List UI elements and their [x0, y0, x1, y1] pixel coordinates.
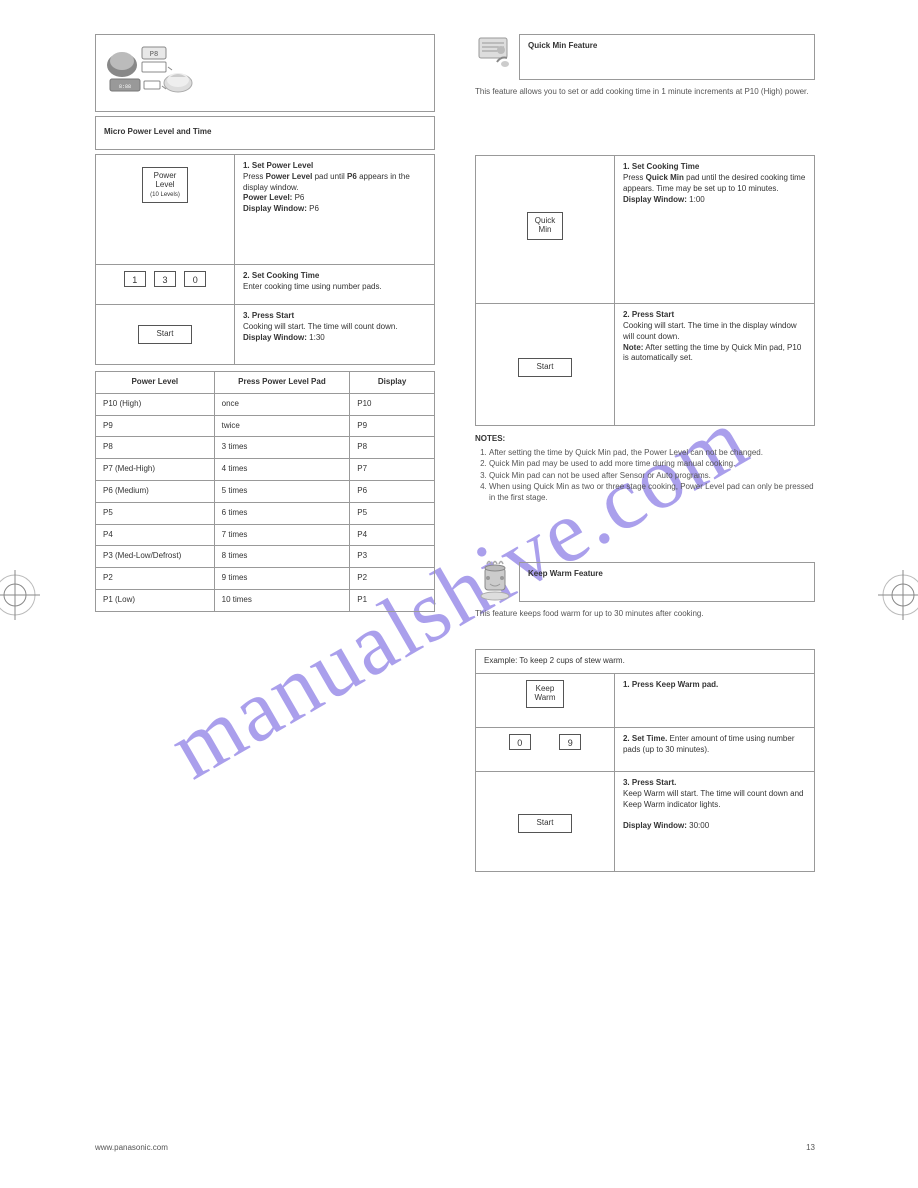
digit-9-button[interactable]: 9 — [559, 734, 581, 750]
table-row: Start 3. Press StartCooking will start. … — [96, 305, 435, 365]
keep-warm-button[interactable]: KeepWarm — [526, 680, 563, 708]
table-row: P29 timesP2 — [96, 568, 435, 590]
power-level-button[interactable]: PowerLevel(10 Levels) — [142, 167, 188, 203]
quick-min-notes: After setting the time by Quick Min pad,… — [475, 447, 815, 503]
table-row: Start 2. Press StartCooking will start. … — [476, 304, 815, 426]
step-1-text: 1. Set Power LevelPress Power Level pad … — [234, 155, 434, 265]
micro-power-title — [200, 39, 204, 54]
table-row: PowerLevel(10 Levels) 1. Set Power Level… — [96, 155, 435, 265]
page-footer: www.panasonic.com 13 — [95, 1143, 815, 1152]
quick-min-steps-table: QuickMin 1. Set Cooking TimePress Quick … — [475, 155, 815, 426]
svg-text:8:88: 8:88 — [119, 84, 131, 90]
start-button-kw[interactable]: Start — [518, 814, 573, 833]
table-row: P83 timesP8 — [96, 437, 435, 459]
digit-3-button[interactable]: 3 — [154, 271, 176, 287]
th-press: Press Power Level Pad — [214, 372, 350, 394]
start-button-qm[interactable]: Start — [518, 358, 573, 377]
footer-url: www.panasonic.com — [95, 1143, 168, 1152]
table-row: P1 (Low)10 timesP1 — [96, 589, 435, 611]
table-row: P7 (Med-High)4 timesP7 — [96, 459, 435, 481]
micro-power-title-text: Micro Power Level and Time — [104, 127, 211, 136]
step-2-text: 2. Set Cooking TimeEnter cooking time us… — [234, 265, 434, 305]
registration-mark-left — [0, 570, 40, 620]
table-row: Start 3. Press Start.Keep Warm will star… — [476, 772, 815, 872]
keepwarm-step1-text: 1. Press Keep Warm pad. — [614, 674, 814, 728]
quick-min-button[interactable]: QuickMin — [527, 212, 563, 240]
table-row: P3 (Med-Low/Defrost)8 timesP3 — [96, 546, 435, 568]
list-item: Quick Min pad may be used to add more ti… — [489, 458, 815, 469]
keep-warm-example: Example: To keep 2 cups of stew warm. — [475, 649, 815, 673]
power-level-table: Power Level Press Power Level Pad Displa… — [95, 371, 435, 612]
table-row: KeepWarm 1. Press Keep Warm pad. — [476, 674, 815, 728]
th-power-level: Power Level — [96, 372, 215, 394]
notes-label-qm: NOTES: — [475, 434, 815, 443]
table-row: P47 timesP4 — [96, 524, 435, 546]
digit-1-button[interactable]: 1 — [124, 271, 146, 287]
food-illustration: P8 8:88 — [104, 39, 194, 95]
table-row: P9twiceP9 — [96, 415, 435, 437]
th-display: Display — [350, 372, 435, 394]
quick-min-title: Quick Min Feature — [528, 41, 597, 50]
quickmin-step1-text: 1. Set Cooking TimePress Quick Min pad u… — [614, 156, 814, 304]
micro-power-header: P8 8:88 — [95, 34, 435, 112]
digit-0a-button[interactable]: 0 — [509, 734, 531, 750]
step-3-text: 3. Press StartCooking will start. The ti… — [234, 305, 434, 365]
chef-icon — [475, 32, 515, 72]
keepwarm-step2-text: 2. Set Time. Enter amount of time using … — [614, 728, 814, 772]
svg-text:P8: P8 — [150, 51, 158, 59]
quick-min-para: This feature allows you to set or add co… — [475, 86, 815, 97]
list-item: When using Quick Min as two or three sta… — [489, 481, 815, 503]
table-row: 0 9 2. Set Time. Enter amount of time us… — [476, 728, 815, 772]
quickmin-step2-text: 2. Press StartCooking will start. The ti… — [614, 304, 814, 426]
table-row: QuickMin 1. Set Cooking TimePress Quick … — [476, 156, 815, 304]
footer-page: 13 — [806, 1143, 815, 1152]
table-row: 1 3 0 2. Set Cooking TimeEnter cooking t… — [96, 265, 435, 305]
digit-0-button[interactable]: 0 — [184, 271, 206, 287]
pot-icon — [475, 558, 515, 602]
keep-warm-steps-table: KeepWarm 1. Press Keep Warm pad. 0 9 2. … — [475, 673, 815, 872]
list-item: After setting the time by Quick Min pad,… — [489, 447, 815, 458]
table-row: P56 timesP5 — [96, 502, 435, 524]
micro-power-title-row: Micro Power Level and Time — [95, 116, 435, 150]
keep-warm-title: Keep Warm Feature — [528, 569, 603, 578]
list-item: Quick Min pad can not be used after Sens… — [489, 470, 815, 481]
registration-mark-right — [878, 570, 918, 620]
quick-min-header: Quick Min Feature — [519, 34, 815, 80]
table-row: P6 (Medium)5 timesP6 — [96, 480, 435, 502]
micro-power-steps-table: PowerLevel(10 Levels) 1. Set Power Level… — [95, 154, 435, 365]
table-row: P10 (High)onceP10 — [96, 393, 435, 415]
keep-warm-para: This feature keeps food warm for up to 3… — [475, 608, 815, 619]
keepwarm-step3-text: 3. Press Start.Keep Warm will start. The… — [614, 772, 814, 872]
start-button[interactable]: Start — [138, 325, 193, 344]
keep-warm-header: Keep Warm Feature — [519, 562, 815, 602]
